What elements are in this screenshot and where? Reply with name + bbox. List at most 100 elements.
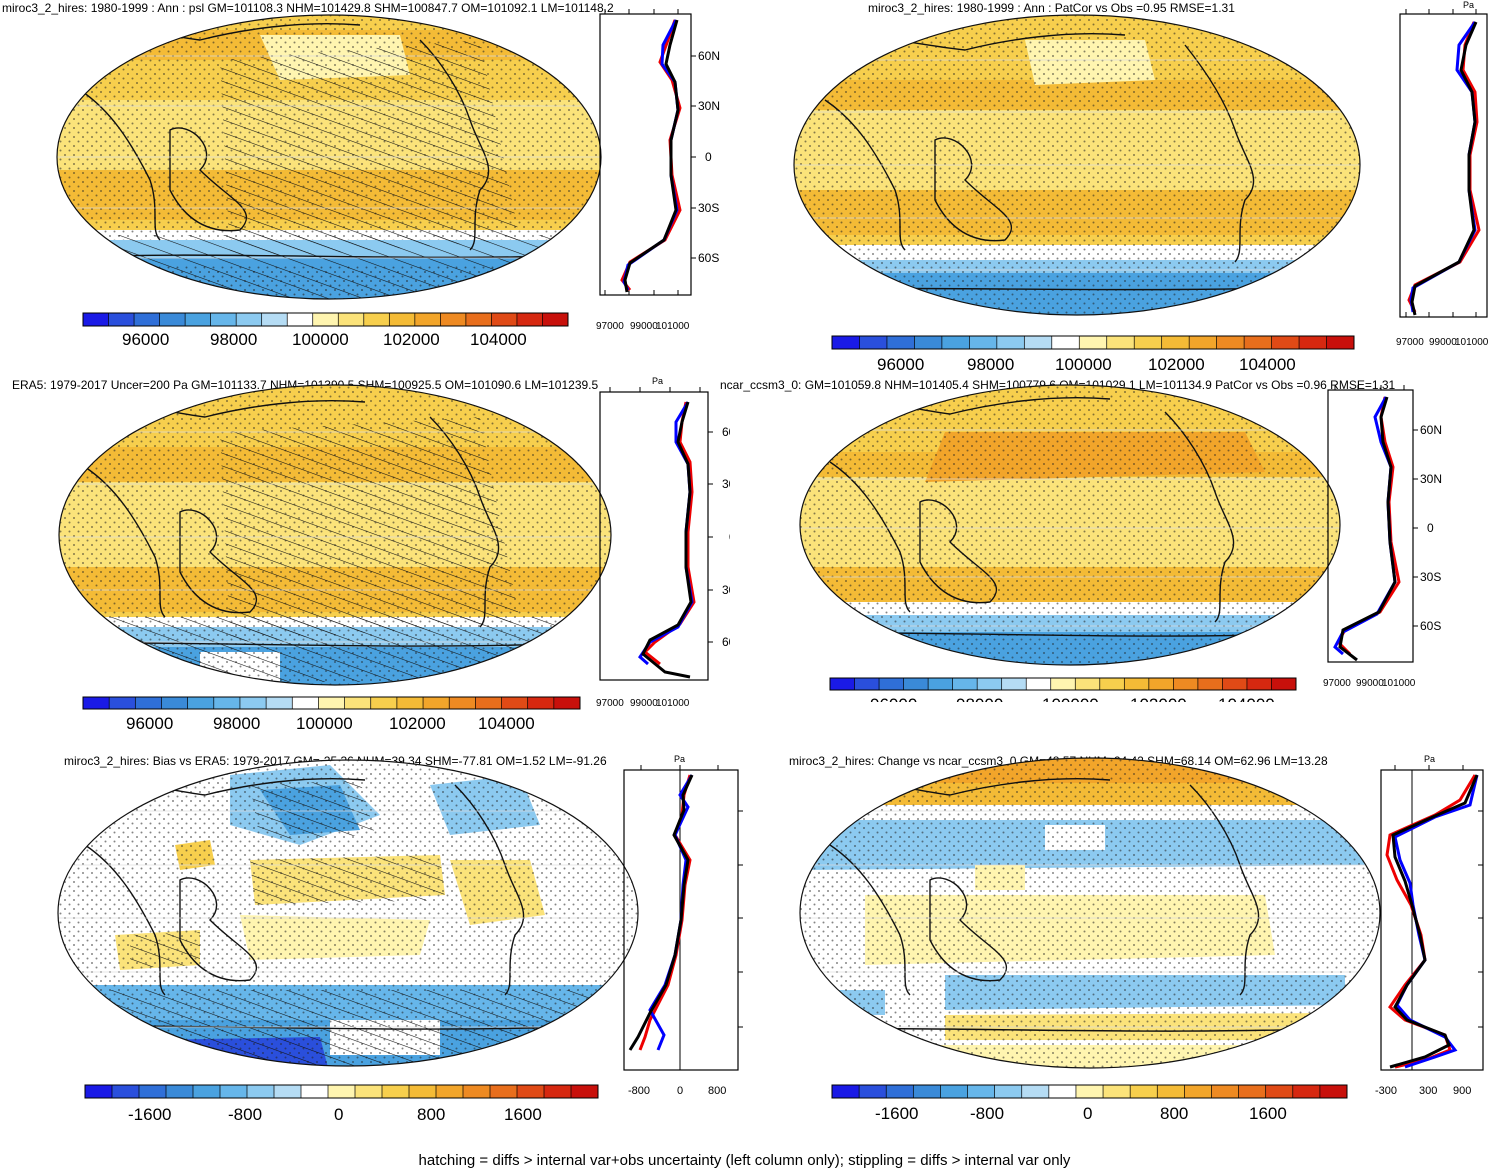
colorbar-label: -1600 [875,1104,918,1123]
profile-xtick: 800 [708,1085,726,1097]
colorbar-swatch [1157,1085,1185,1098]
colorbar-swatch [1048,1085,1077,1098]
colorbar-swatch [236,313,262,326]
colorbar-label: 102000 [383,330,440,345]
colorbar-label: 102000 [389,714,446,732]
colorbar-swatch [247,1085,275,1098]
colorbar-swatch [1106,336,1135,349]
zonal-profile: Pa 60N 30N 0 30S 60S 97000 99000 101000 [596,376,730,709]
colorbar-swatch [139,1085,167,1098]
colorbar-label: 0 [1083,1104,1092,1123]
colorbar-swatch [886,1085,914,1098]
colorbar-label: 96000 [126,714,173,732]
colorbar-label: 1600 [504,1105,542,1124]
colorbar-swatch [1079,336,1108,349]
lat-label: 60S [1420,619,1441,633]
colorbar-label: 98000 [213,714,260,732]
map-border [58,384,612,686]
lat-label: 60S [698,251,719,265]
colorbar-swatch [436,1085,464,1098]
colorbar-swatch [854,678,880,690]
colorbar-swatch [134,313,160,326]
colorbar-swatch [1075,678,1101,690]
colorbar-swatch [1124,678,1150,690]
colorbar-swatch [994,1085,1023,1098]
lat-label: 30S [1420,570,1441,584]
panel-title: miroc3_2_hires: 1980-1999 : Ann : psl GM… [2,1,614,15]
psl-field [57,15,601,299]
colorbar-swatch [977,678,1002,690]
colorbar-swatch [1244,336,1272,349]
profile-xtick: 99000 [630,321,658,332]
colorbar-swatch [135,697,162,709]
profile-xtick: 97000 [596,698,624,709]
colorbar-swatch [1024,336,1053,349]
change-field [800,758,1380,1068]
colorbar-swatch [517,1085,545,1098]
colorbar-frame [82,312,569,327]
colorbar-swatch [1051,336,1080,349]
colorbar-label: 1600 [1249,1104,1287,1123]
colorbar-label: 104000 [478,714,535,732]
colorbar-swatch [440,313,467,326]
lat-label: 0 [729,530,730,544]
profile-xtick: 101000 [656,698,690,709]
profile-xtick: 99000 [1356,678,1384,689]
colorbar-swatch [490,1085,518,1098]
profile-xtick: 99000 [630,698,658,709]
psl-field [800,385,1340,665]
colorbar-label: 104000 [1239,355,1296,372]
profile-xtick: -800 [628,1085,650,1097]
colorbar-swatch [1148,678,1174,690]
map-figure: Pa 97000 99000 101000 96000 98000 100000… [793,0,1489,372]
colorbar-swatch [328,1085,356,1098]
profile-xtick: 101000 [1455,337,1489,348]
panel-title: ERA5: 1979-2017 Uncer=200 Pa GM=101133.7… [12,378,599,392]
colorbar-swatch [220,1085,248,1098]
colorbar-label: 102000 [1148,355,1205,372]
colorbar-swatch [1216,336,1245,349]
colorbar-swatch [389,313,416,326]
colorbar-label: 96000 [877,355,924,372]
colorbar-label: 800 [417,1105,445,1124]
bias-field [58,760,638,1066]
colorbar-label: -1600 [128,1105,171,1124]
colorbar-swatch [355,1085,383,1098]
colorbar-frame [84,1084,599,1099]
colorbar-swatch [832,336,860,349]
colorbar-label: 100000 [292,330,349,345]
colorbar-swatch [423,697,450,709]
colorbar-frame [82,696,581,710]
colorbar-swatch [108,313,135,326]
colorbar-swatch [1238,1085,1266,1098]
zonal-profile: Pa -300 300 900 [1375,754,1484,1097]
lat-label: 30S [698,201,719,215]
colorbar-swatch [301,1085,329,1098]
map-figure: 60N 30N 0 30S 60S 97000 99000 101000 960… [799,384,1442,702]
colorbar-swatch [542,313,569,326]
colorbar-swatch [544,1085,572,1098]
colorbar-swatch [187,697,215,709]
zonal-profile: 60N 30N 0 30S 60S 97000 99000 101000 [1323,385,1442,689]
zonal-profile: 60N 30N 0 30S 60S 97000 99000 101000 [596,9,720,332]
colorbar-swatch [463,1085,491,1098]
colorbar-swatch [1246,678,1272,690]
colorbar-swatch [571,1085,599,1098]
colorbar: -1600 -800 0 800 1600 [831,1084,1348,1123]
colorbar-swatch [363,313,390,326]
colorbar-swatch [1319,1085,1348,1098]
lat-label: 30N [722,477,730,491]
colorbar: -1600 -800 0 800 1600 [84,1084,599,1124]
colorbar-label: 100000 [1055,355,1112,372]
colorbar-swatch [1184,1085,1212,1098]
map-border [57,759,639,1067]
colorbar-swatch [1075,1085,1104,1098]
colorbar-swatch [83,313,109,326]
colorbar-swatch [112,1085,140,1098]
colorbar-swatch [1299,336,1327,349]
colorbar-swatch [185,313,211,326]
colorbar-label: -800 [228,1105,262,1124]
colorbar: 96000 98000 100000 102000 104000 [829,677,1297,702]
profile-unit: Pa [674,754,685,764]
colorbar-swatch [409,1085,437,1098]
